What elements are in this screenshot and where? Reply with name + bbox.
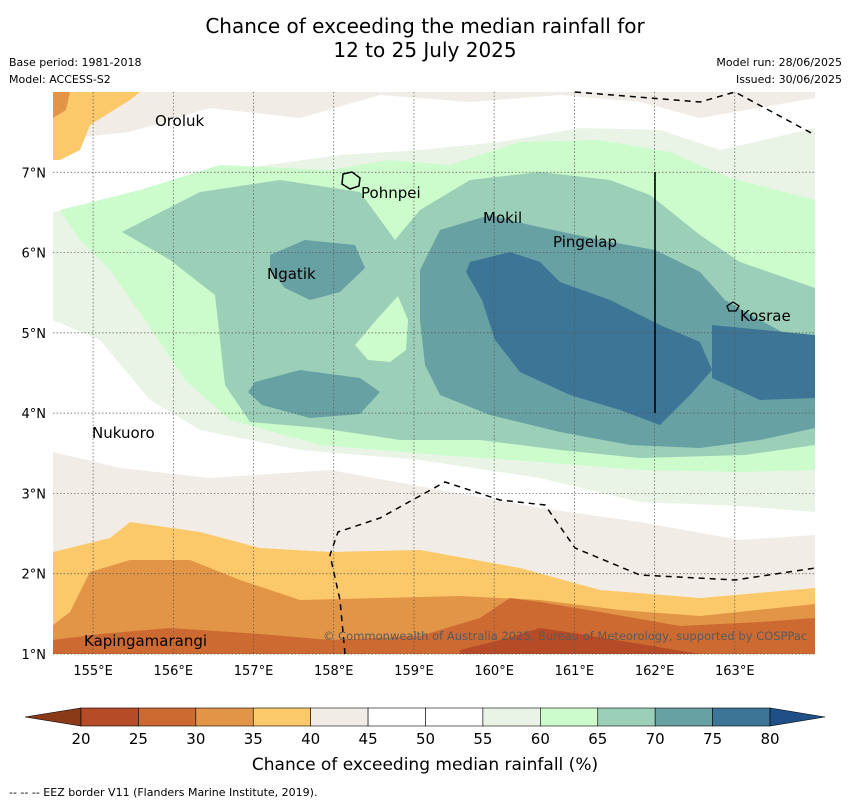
lat-labels: 7°N 6°N 5°N 4°N 3°N 2°N 1°N: [22, 166, 47, 663]
colorbar-extend-high: [769, 707, 826, 727]
colorbar-segment: [425, 707, 484, 727]
contour-pocket: [355, 296, 408, 362]
issued-date: Issued: 30/06/2025: [735, 73, 842, 86]
colorbar-tick-label: 80: [760, 730, 780, 748]
colorbar-segment: [252, 707, 311, 727]
colorbar-tick-label: 60: [530, 730, 550, 748]
eez-footnote: -- -- -- EEZ border V11 (Flanders Marine…: [9, 786, 318, 799]
lon-label: 163°E: [715, 664, 755, 679]
colorbar-segment: [597, 707, 656, 727]
base-period: Base period: 1981-2018: [9, 56, 142, 69]
colorbar-tick-label: 20: [71, 730, 91, 748]
colorbar-segment: [138, 707, 197, 727]
lat-label: 4°N: [22, 407, 47, 422]
eez-north: [574, 91, 816, 136]
contour-75-80-east: [712, 325, 815, 400]
meta-right: Model run: 28/06/2025 Issued: 30/06/2025: [716, 54, 842, 88]
colorbar-ticks: 20 25 30 35 40 45 50 55 60 65 70 75 80: [0, 730, 850, 750]
colorbar-tick-label: 45: [358, 730, 378, 748]
colorbar-segment: [540, 707, 599, 727]
colorbar-tick-label: 40: [301, 730, 321, 748]
title-line-1: Chance of exceeding the median rainfall …: [205, 14, 645, 38]
lon-label: 156°E: [154, 664, 194, 679]
colorbar-tick-label: 30: [186, 730, 206, 748]
place-kapingamarangi: Kapingamarangi: [84, 632, 207, 650]
colorbar-tick-label: 25: [128, 730, 148, 748]
lon-label: 157°E: [234, 664, 274, 679]
lon-labels: 155°E 156°E 157°E 158°E 159°E 160°E 161°E 162°E…: [73, 664, 754, 679]
lon-label: 162°E: [635, 664, 675, 679]
lon-label: 155°E: [73, 664, 113, 679]
colorbar-tick-label: 65: [588, 730, 608, 748]
chart-title: Chance of exceeding the median rainfall …: [0, 14, 850, 62]
colorbar-tick-label: 35: [243, 730, 263, 748]
lat-label: 3°N: [22, 487, 47, 502]
colorbar-tick-label: 55: [473, 730, 493, 748]
colorbar-segment: [195, 707, 254, 727]
colorbar-segment: [367, 707, 426, 727]
place-pingelap: Pingelap: [553, 233, 617, 251]
pohnpei-outline: [341, 171, 361, 190]
eez-south: [329, 481, 816, 655]
colorbar-segment: [80, 707, 139, 727]
colorbar-extend-low: [24, 707, 82, 727]
lat-label: 1°N: [22, 648, 47, 663]
lon-label: 158°E: [314, 664, 354, 679]
colorbar: [24, 707, 826, 727]
contour-70-75-south: [248, 370, 380, 418]
place-nukuoro: Nukuoro: [92, 424, 155, 442]
colorbar-tick-label: 50: [415, 730, 436, 748]
place-oroluk: Oroluk: [155, 112, 204, 130]
contour-fill: [53, 92, 815, 654]
lon-label: 159°E: [394, 664, 434, 679]
place-kosrae: Kosrae: [740, 307, 791, 325]
contour-75-80: [466, 252, 712, 425]
eez-border: [329, 91, 816, 655]
lat-label: 6°N: [22, 247, 47, 262]
lon-label: 160°E: [474, 664, 514, 679]
model-name: Model: ACCESS-S2: [9, 73, 111, 86]
title-line-2: 12 to 25 July 2025: [333, 38, 517, 62]
kosrae-outline: [726, 301, 740, 312]
lon-label: 161°E: [555, 664, 595, 679]
lat-label: 7°N: [22, 166, 47, 181]
colorbar-segment: [712, 707, 771, 727]
colorbar-tick-label: 75: [703, 730, 723, 748]
axis-labels: 7°N 6°N 5°N 4°N 3°N 2°N 1°N 155°E 156°E 157°E 158…: [22, 166, 755, 679]
contour-20-25: [460, 628, 700, 654]
colorbar-label: Chance of exceeding median rainfall (%): [251, 755, 599, 775]
contour-nw-30-35: [53, 92, 70, 118]
meta-left: Base period: 1981-2018 Model: ACCESS-S2: [9, 54, 141, 88]
lat-label: 5°N: [22, 327, 47, 342]
contour-25-30: [53, 598, 815, 654]
contour-70-75-west: [270, 240, 365, 300]
copyright-text: © Commonwealth of Australia 2025, Bureau…: [323, 629, 807, 643]
colorbar-segment: [654, 707, 713, 727]
colorbar-tick-label: 70: [645, 730, 665, 748]
place-labels: Oroluk Pohnpei Mokil Pingelap Ngatik Kos…: [84, 112, 791, 650]
contour-nw-35-40: [53, 92, 140, 160]
model-run: Model run: 28/06/2025: [716, 56, 842, 69]
colorbar-segment: [482, 707, 541, 727]
place-mokil: Mokil: [483, 209, 522, 227]
colorbar-segment: [310, 707, 369, 727]
lat-label: 2°N: [22, 568, 47, 583]
place-pohnpei: Pohnpei: [361, 184, 421, 202]
place-ngatik: Ngatik: [267, 265, 316, 283]
